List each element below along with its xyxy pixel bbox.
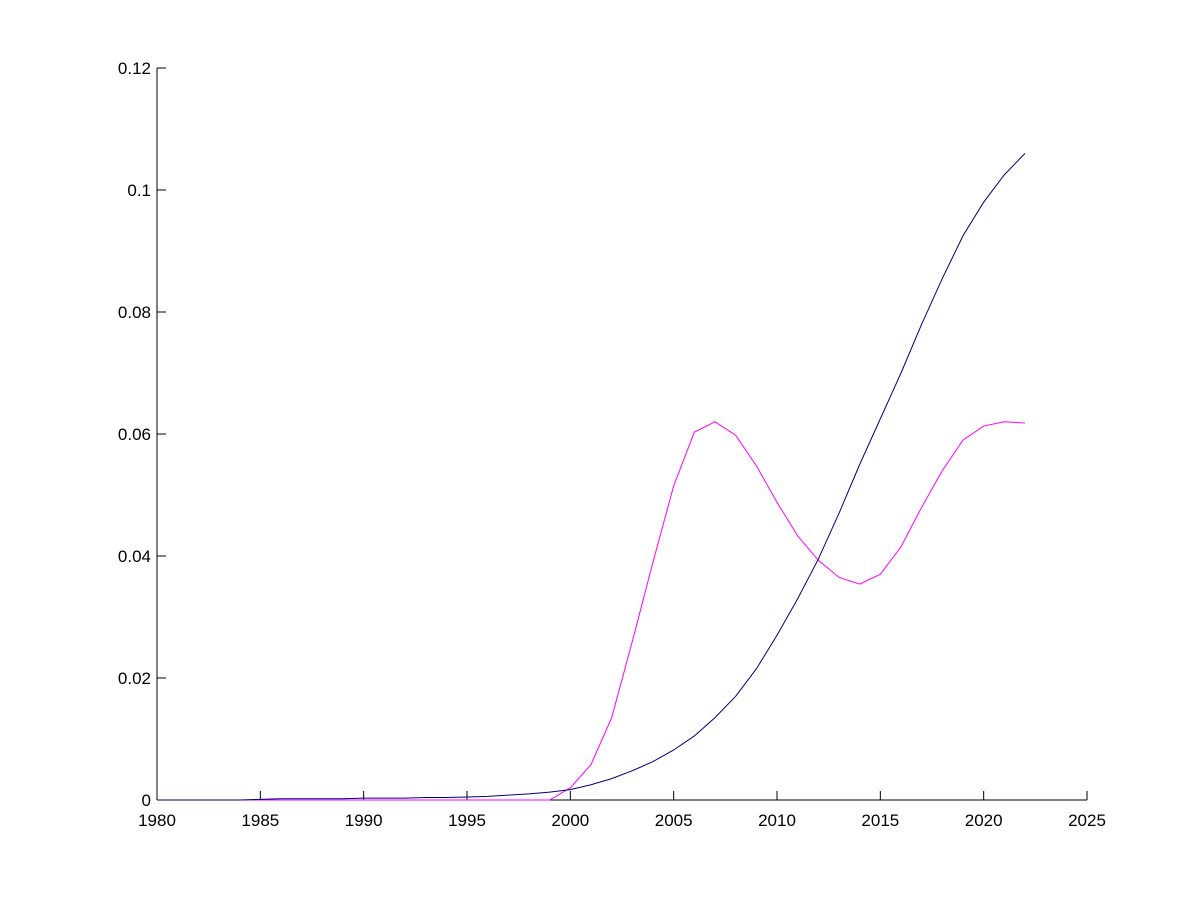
- x-tick-label: 2005: [655, 811, 693, 830]
- y-tick-label: 0.08: [118, 303, 151, 322]
- y-tick-label: 0: [142, 791, 151, 810]
- y-tick-label: 0.02: [118, 669, 151, 688]
- x-tick-label: 2020: [965, 811, 1003, 830]
- x-tick-label: 1985: [241, 811, 279, 830]
- x-tick-label: 1990: [345, 811, 383, 830]
- y-tick-label: 0.12: [118, 59, 151, 78]
- x-tick-label: 2025: [1068, 811, 1106, 830]
- y-tick-label: 0.06: [118, 425, 151, 444]
- y-tick-label: 0.1: [127, 181, 151, 200]
- x-tick-label: 2000: [551, 811, 589, 830]
- x-tick-label: 2010: [758, 811, 796, 830]
- y-tick-label: 0.04: [118, 547, 151, 566]
- x-tick-label: 1980: [138, 811, 176, 830]
- x-tick-label: 1995: [448, 811, 486, 830]
- x-tick-label: 2015: [861, 811, 899, 830]
- series-line: [157, 421, 1026, 801]
- series-line: [157, 153, 1026, 801]
